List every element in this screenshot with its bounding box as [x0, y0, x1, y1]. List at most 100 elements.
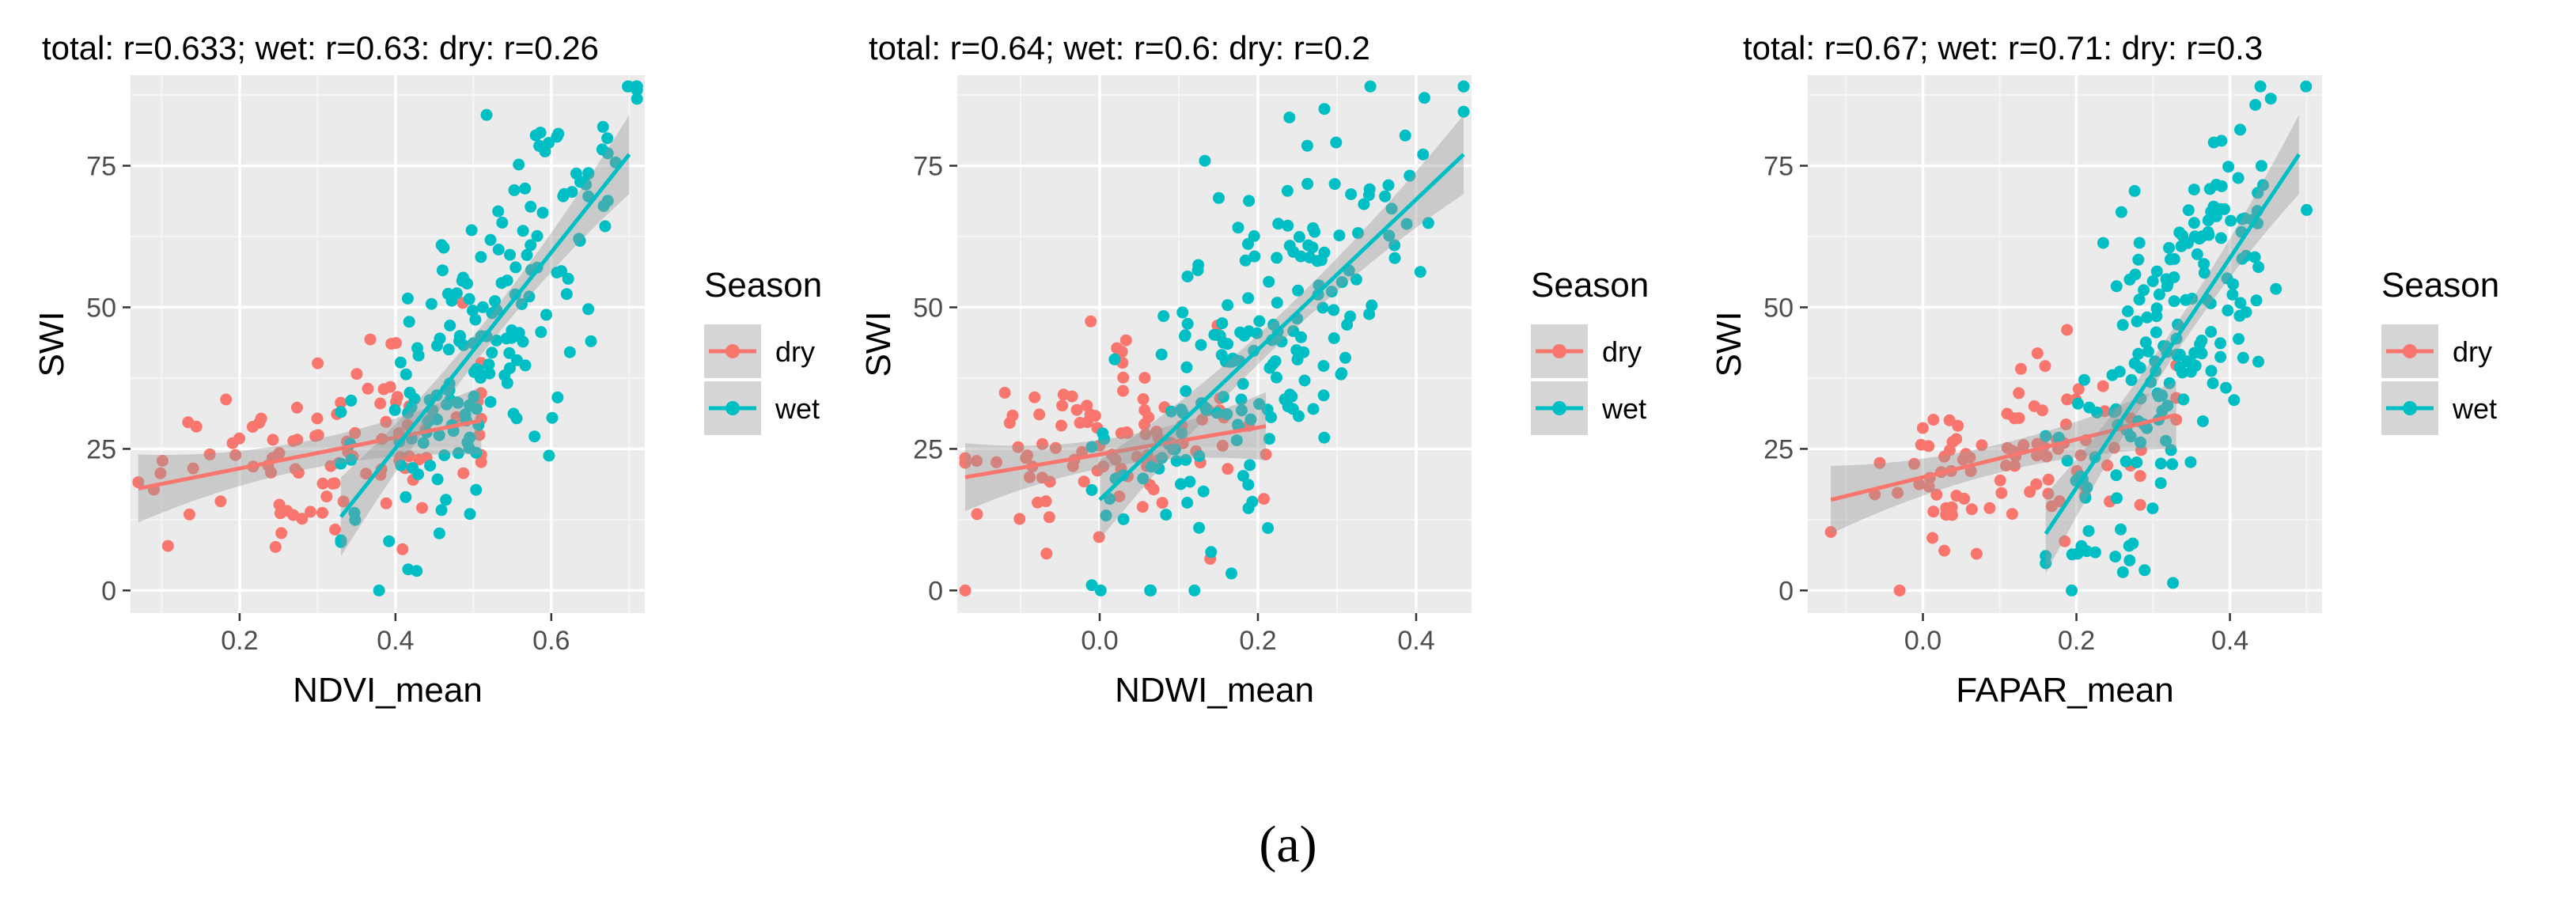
data-point-wet [1345, 188, 1358, 200]
data-point-wet [533, 139, 546, 152]
data-point-wet [2222, 161, 2235, 173]
data-point-wet [2233, 309, 2246, 322]
data-point-wet [1290, 344, 1303, 357]
data-point-wet [407, 462, 419, 475]
data-point-wet [491, 334, 502, 346]
data-point-wet [445, 294, 458, 307]
data-point-wet [1388, 239, 1401, 252]
data-point-wet [2052, 431, 2065, 444]
data-point-dry [1078, 475, 1090, 488]
data-point-wet [574, 176, 586, 188]
data-point-wet [495, 277, 508, 290]
data-point-dry [1873, 456, 1886, 469]
data-point-dry [1066, 460, 1079, 472]
data-point-wet [345, 394, 358, 407]
data-point-wet [508, 184, 521, 196]
data-point-dry [2074, 449, 2087, 462]
data-point-wet [2139, 336, 2152, 349]
data-point-dry [1139, 428, 1152, 441]
data-point-dry [183, 508, 195, 521]
data-point-wet [452, 396, 464, 409]
data-point-wet [2115, 206, 2127, 218]
data-point-wet [400, 490, 412, 503]
data-point-dry [1012, 441, 1025, 453]
data-point-dry [267, 434, 279, 446]
data-point-dry [1121, 427, 1134, 439]
data-point-wet [1232, 418, 1244, 431]
data-point-wet [1362, 189, 1375, 201]
data-point-wet [456, 275, 468, 287]
data-point-dry [1055, 419, 1067, 432]
data-point-wet [2167, 577, 2180, 589]
data-point-wet [2123, 554, 2136, 566]
data-point-dry [187, 462, 199, 475]
data-point-wet [1181, 497, 1194, 509]
data-point-wet [1191, 264, 1204, 277]
data-point-wet [1153, 462, 1165, 475]
data-point-dry [269, 540, 282, 553]
data-point-dry [1927, 414, 1940, 426]
data-point-wet [464, 431, 476, 444]
data-point-wet [1271, 297, 1283, 309]
y-tick-label: 50 [86, 293, 116, 323]
data-point-wet [486, 346, 498, 359]
data-point-wet [1328, 178, 1341, 191]
data-point-wet [2131, 315, 2143, 328]
data-point-wet [2138, 564, 2151, 577]
data-point-wet [2156, 404, 2169, 417]
data-point-wet [1350, 273, 1362, 286]
y-axis-label: SWI [32, 311, 71, 377]
data-point-wet [1293, 231, 1305, 243]
data-point-wet [411, 565, 423, 577]
data-point-wet [560, 288, 573, 301]
x-tick-label: 0.6 [532, 626, 570, 656]
data-point-wet [2066, 584, 2078, 596]
data-point-wet [1156, 452, 1169, 464]
data-point-wet [483, 358, 495, 371]
data-point-wet [1237, 470, 1249, 483]
x-tick-label: 0.4 [2211, 626, 2248, 656]
data-point-dry [1983, 502, 1996, 514]
data-point-wet [2146, 502, 2159, 515]
data-point-dry [2072, 383, 2085, 396]
data-point-wet [2255, 160, 2267, 172]
data-point-wet [1317, 389, 1330, 402]
data-point-wet [516, 297, 528, 310]
data-point-wet [484, 233, 497, 246]
data-point-wet [2218, 203, 2230, 215]
data-point-dry [2061, 324, 2074, 336]
data-point-wet [2250, 294, 2263, 307]
data-point-wet [2232, 172, 2245, 184]
data-point-wet [2133, 293, 2146, 306]
regression-line-wet [2044, 153, 2301, 536]
data-point-dry [1113, 490, 1126, 502]
data-point-wet [2237, 351, 2249, 364]
data-point-wet [2040, 550, 2052, 562]
data-point-wet [1188, 584, 1201, 596]
data-point-wet [1293, 410, 1305, 422]
data-point-wet [1180, 453, 1192, 466]
data-point-wet [1283, 388, 1296, 401]
data-point-wet [1242, 479, 1255, 491]
data-point-wet [483, 367, 496, 380]
data-point-wet [1328, 304, 1340, 316]
x-tick-label: 0.4 [377, 626, 414, 656]
legend-label-wet: wet [1601, 392, 1646, 425]
data-point-wet [543, 449, 555, 462]
data-point-wet [557, 190, 570, 203]
data-point-wet [1253, 398, 1266, 411]
data-point-wet [472, 364, 485, 377]
data-point-wet [1235, 404, 1248, 417]
data-point-wet [457, 339, 470, 351]
data-point-wet [2252, 261, 2265, 274]
y-tick-label: 25 [913, 434, 943, 464]
data-point-wet [2066, 548, 2078, 561]
data-point-wet [1263, 275, 1275, 288]
data-point-dry [2134, 498, 2146, 511]
data-point-wet [408, 392, 421, 405]
data-point-wet [1085, 441, 1098, 453]
data-point-wet [438, 449, 451, 461]
data-point-dry [1006, 409, 1019, 422]
data-point-wet [1330, 136, 1343, 149]
data-point-wet [1180, 384, 1192, 397]
